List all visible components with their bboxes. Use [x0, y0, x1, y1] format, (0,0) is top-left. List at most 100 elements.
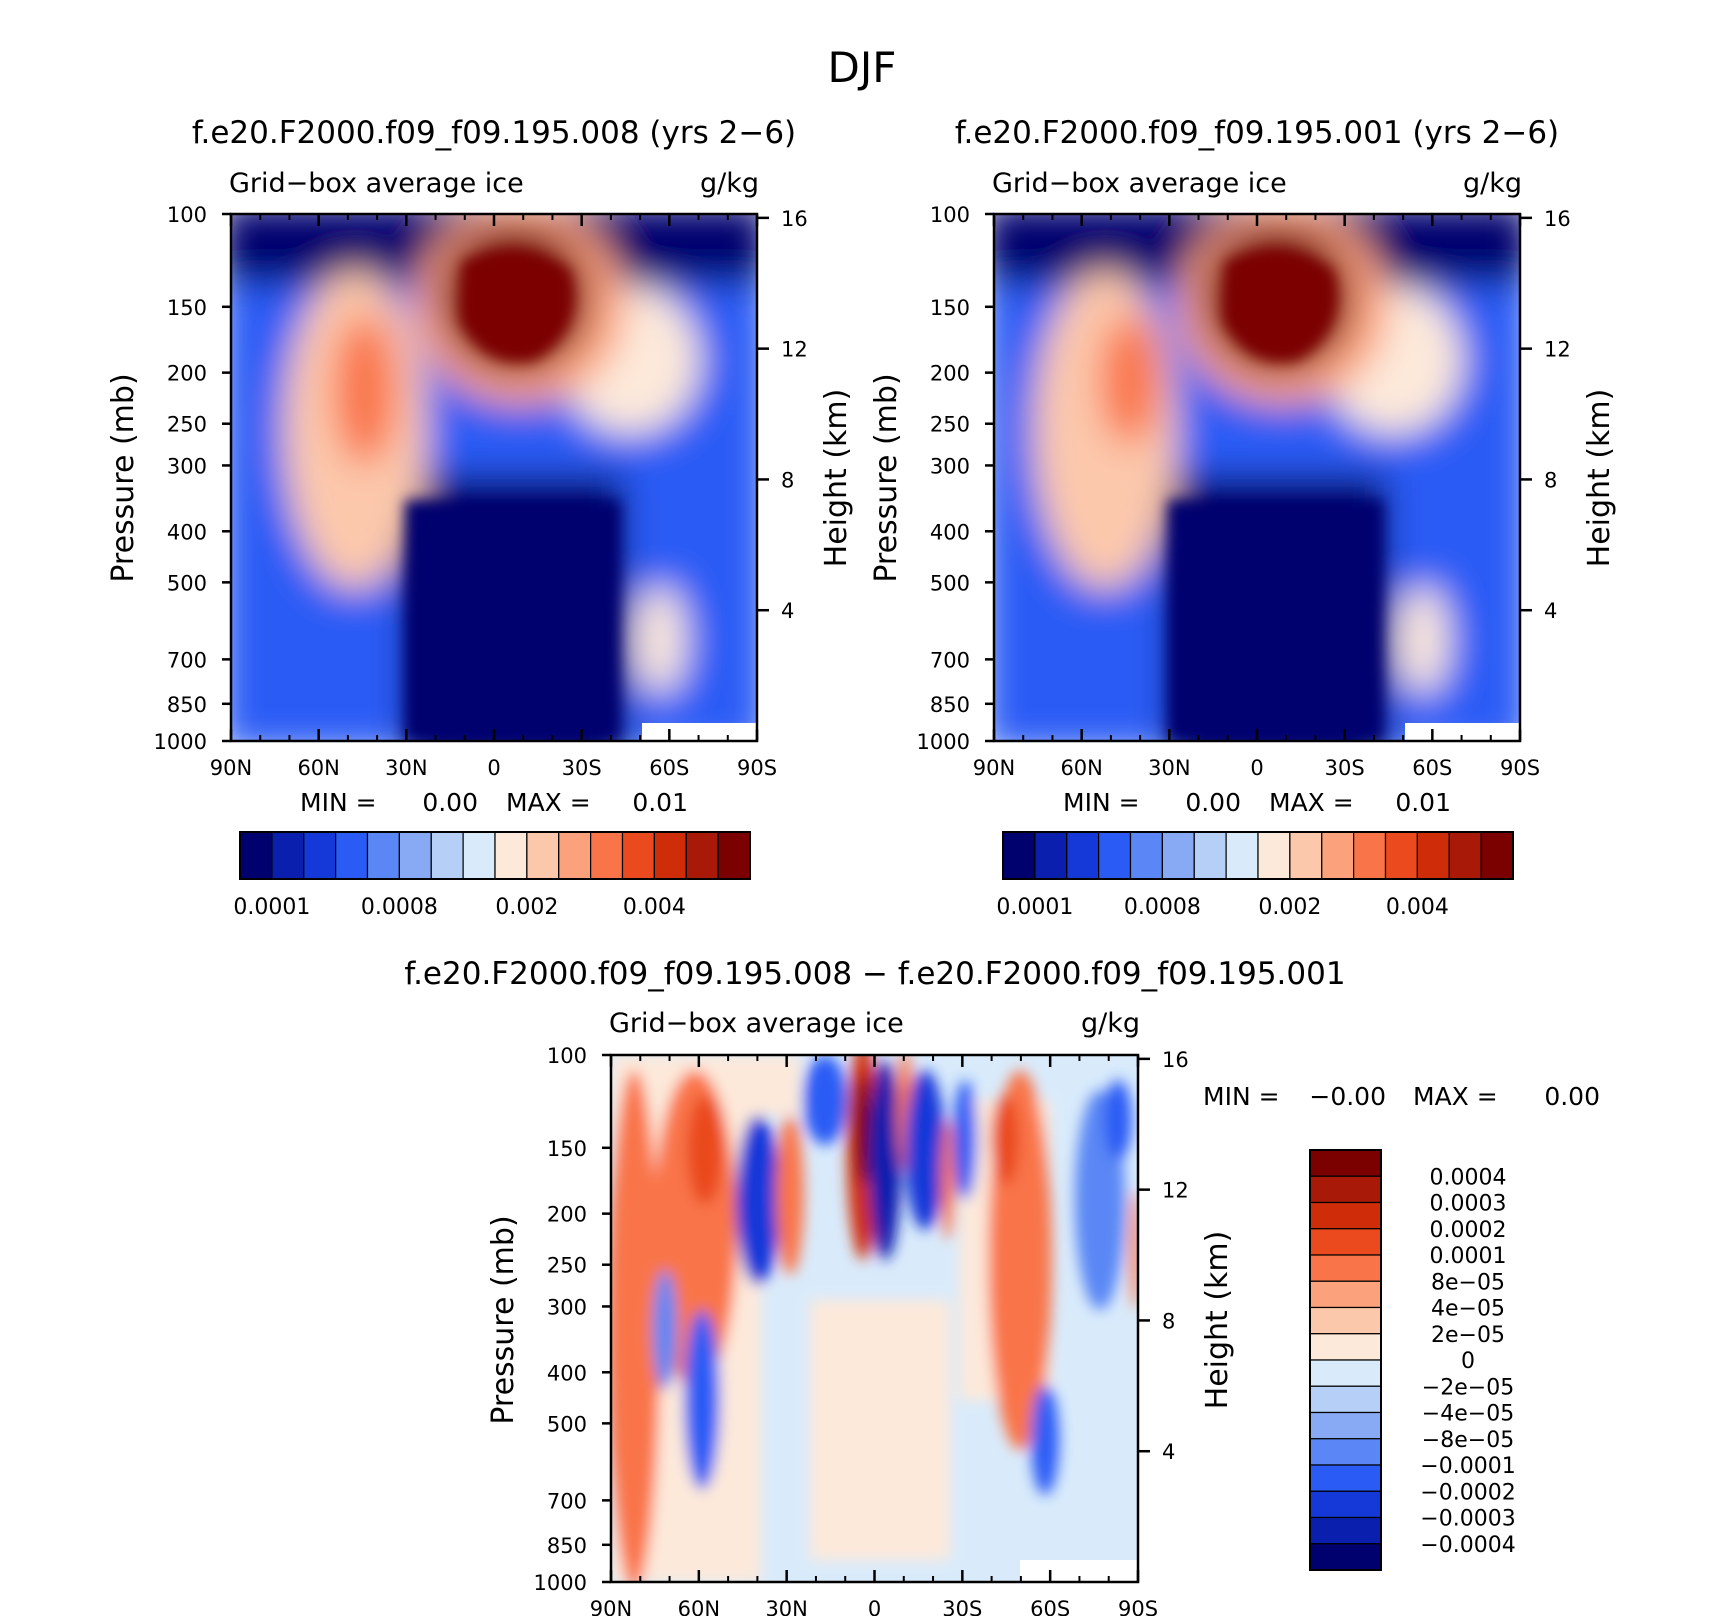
- colorbar-swatch: [717, 831, 751, 880]
- y-tick-label: 300: [167, 454, 207, 478]
- colorbar-swatch: [1309, 1359, 1382, 1387]
- colorbar-swatch: [1309, 1464, 1382, 1492]
- y-right-tick-label: 16: [1162, 1048, 1189, 1072]
- panel-case-001: f.e20.F2000.f09_f09.195.001 (yrs 2−6) Gr…: [869, 115, 1617, 920]
- colorbar-swatch: [430, 831, 464, 880]
- colorbar-swatch: [558, 831, 592, 880]
- colorbar-tick-label: 0.002: [1258, 895, 1321, 920]
- colorbar-swatch: [1193, 831, 1227, 880]
- x-tick-label: 60N: [297, 756, 339, 780]
- colorbar-tick-label: 0.0001: [1430, 1244, 1507, 1269]
- y-axis-right-label: Height (km): [1582, 389, 1617, 568]
- y-axis-right-label: Height (km): [819, 389, 854, 568]
- x-tick-label: 30S: [1325, 756, 1365, 780]
- colorbar-swatch: [621, 831, 655, 880]
- colorbar-swatch: [1098, 831, 1132, 880]
- max-label: MAX =: [506, 788, 591, 817]
- x-tick-label: 0: [1250, 756, 1263, 780]
- y-tick-label: 100: [547, 1044, 587, 1068]
- colorbar-swatch: [1002, 831, 1036, 880]
- northern-band: [1033, 270, 1177, 590]
- colorbar-swatch: [1225, 831, 1259, 880]
- colorbar-tick-label: 0.0002: [1430, 1218, 1507, 1243]
- x-tick-label: 30N: [1148, 756, 1190, 780]
- min-value: −0.00: [1309, 1082, 1386, 1111]
- y-tick-label: 500: [167, 571, 207, 595]
- y-right-tick-label: 16: [781, 207, 808, 231]
- panel-subtitle-left: Grid−box average ice: [609, 1008, 904, 1039]
- colorbar-swatch: [1066, 831, 1100, 880]
- x-tick-label: 60S: [1412, 756, 1452, 780]
- y-tick-label: 1000: [154, 730, 207, 754]
- y-right-tick-label: 8: [1544, 468, 1557, 492]
- northern-band-core: [1100, 315, 1160, 445]
- y-tick-label: 300: [930, 454, 970, 478]
- anomaly-90s-positive: [1130, 1190, 1138, 1310]
- panel-title: f.e20.F2000.f09_f09.195.008 (yrs 2−6): [192, 115, 796, 151]
- southern-lowlevel-max: [1397, 585, 1449, 695]
- colorbar-swatch: [1129, 831, 1163, 880]
- panel-units: g/kg: [700, 168, 759, 199]
- y-tick-label: 250: [547, 1254, 587, 1278]
- colorbar-swatch: [1289, 831, 1323, 880]
- colorbar-tick-label: −0.0002: [1420, 1480, 1515, 1505]
- x-tick-label: 60S: [649, 756, 689, 780]
- contour-field: [231, 214, 757, 741]
- colorbar-swatch: [653, 831, 687, 880]
- colorbar-swatch: [526, 831, 560, 880]
- y-tick-label: 850: [167, 693, 207, 717]
- colorbar-frame: [1002, 831, 1514, 880]
- colorbar-tick-label: 0.0001: [996, 895, 1073, 920]
- y-right-tick-label: 12: [1544, 338, 1571, 362]
- x-tick-label: 0: [868, 1597, 881, 1616]
- colorbar-swatch: [398, 831, 432, 880]
- colorbar-swatch: [1309, 1280, 1382, 1309]
- colorbar-tick-label: −2e−05: [1422, 1375, 1514, 1400]
- min-label: MIN =: [300, 788, 377, 817]
- x-tick-label: 90N: [590, 1597, 632, 1616]
- colorbar-tick-label: 0.004: [623, 895, 686, 920]
- colorbar-swatch: [303, 831, 337, 880]
- y-tick-label: 1000: [534, 1571, 587, 1595]
- contour-field: [994, 214, 1520, 741]
- colorbar-swatch: [239, 831, 273, 880]
- colorbar-tick-label: −8e−05: [1422, 1428, 1514, 1453]
- colorbar-tick-label: 0.0004: [1430, 1165, 1507, 1190]
- axes: 90N 60N 30N 0 30S 60S 90S 100 150 200 250 300 400 500…: [534, 1044, 1189, 1616]
- colorbar: 0.00040.00030.00020.00018e−054e−052e−050…: [1309, 1149, 1516, 1571]
- min-label: MIN =: [1203, 1082, 1280, 1111]
- surface-tropics: [405, 500, 620, 741]
- y-tick-label: 150: [167, 296, 207, 320]
- y-tick-label: 400: [547, 1361, 587, 1385]
- colorbar-tick-label: 0.0001: [233, 895, 310, 920]
- colorbar-swatch: [1309, 1490, 1382, 1519]
- x-tick-label: 30N: [385, 756, 427, 780]
- colorbar-swatch: [1309, 1438, 1382, 1466]
- colorbar-tick-label: 0.004: [1386, 895, 1449, 920]
- y-tick-label: 150: [930, 296, 970, 320]
- colorbar-swatch: [1416, 831, 1450, 880]
- min-max-text: MIN = 0.00 MAX = 0.01: [1063, 788, 1451, 817]
- x-tick-label: 90N: [210, 756, 252, 780]
- x-tick-label: 90S: [1500, 756, 1540, 780]
- anomaly-15s-negative: [905, 1070, 945, 1230]
- colorbar-swatch: [1321, 831, 1355, 880]
- colorbar-swatch: [1034, 831, 1068, 880]
- y-axis-label: Pressure (mb): [869, 373, 904, 582]
- y-tick-label: 1000: [917, 730, 970, 754]
- y-right-tick-label: 8: [1162, 1309, 1175, 1333]
- max-value: 0.01: [632, 788, 688, 817]
- y-tick-label: 150: [547, 1137, 587, 1161]
- colorbar-swatch: [1309, 1306, 1382, 1335]
- y-right-tick-label: 4: [781, 599, 794, 623]
- min-max-text: MIN = 0.00 MAX = 0.01: [300, 788, 688, 817]
- y-tick-label: 500: [930, 571, 970, 595]
- anomaly-5s-negative: [869, 1060, 901, 1260]
- contour-field: [611, 1055, 1138, 1582]
- anomaly-equator-positive-core: [855, 1075, 871, 1185]
- max-value: 0.01: [1395, 788, 1451, 817]
- y-tick-label: 850: [930, 693, 970, 717]
- min-value: 0.00: [1185, 788, 1241, 817]
- colorbar-swatch: [685, 831, 719, 880]
- min-max-text: MIN = −0.00 MAX = 0.00: [1203, 1082, 1600, 1111]
